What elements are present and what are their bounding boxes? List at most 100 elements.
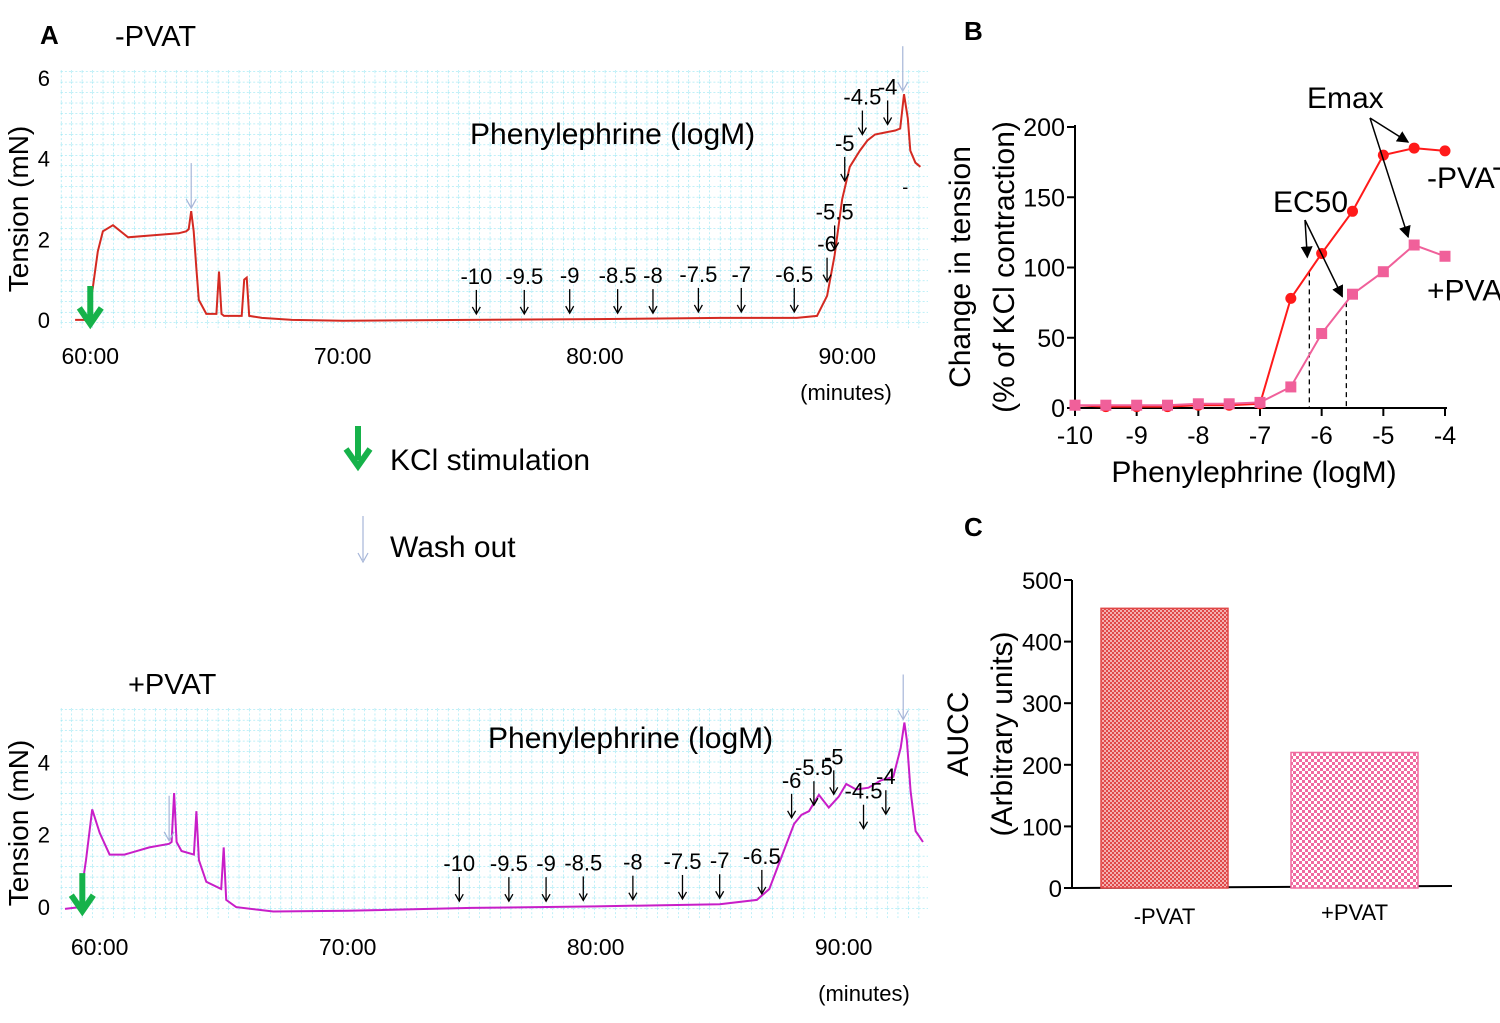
dose-arrow-head <box>565 305 575 315</box>
dose-arrow-head <box>541 893 551 903</box>
y-tick-label: 300 <box>1022 691 1062 718</box>
data-point <box>1100 399 1112 411</box>
y-axis-label: Tension (mN) <box>3 740 34 906</box>
legend: KCl stimulation Wash out <box>343 426 590 564</box>
ec50-label: EC50 <box>1273 186 1348 219</box>
data-point <box>1439 250 1451 262</box>
y-tick-label: 400 <box>1022 630 1062 657</box>
panel-label-a: A <box>40 20 59 50</box>
data-point <box>1316 328 1328 340</box>
dose-arrow-head <box>693 304 703 314</box>
data-point <box>1131 399 1143 411</box>
y-tick-label: 0 <box>1049 876 1062 903</box>
y-tick-label: 50 <box>1037 325 1065 353</box>
x-tick-label: -9 <box>1126 422 1148 450</box>
bar <box>1100 607 1229 889</box>
x-tick-label: 90:00 <box>815 934 873 960</box>
data-point <box>1347 288 1358 300</box>
data-point <box>1285 381 1297 393</box>
dose-arrow-head <box>648 305 658 315</box>
trace-title: +PVAT <box>128 669 217 701</box>
x-tick-label: 80:00 <box>566 343 624 369</box>
dose-arrow-head <box>757 886 767 896</box>
phenylephrine-annotation: Phenylephrine (logM) <box>488 722 773 755</box>
dose-label: -7.5 <box>679 262 717 287</box>
x-tick-label: -10 <box>1057 422 1093 450</box>
y-tick-label: 100 <box>1022 814 1062 841</box>
trace-title: -PVAT <box>115 21 196 53</box>
dose-label: -4 <box>878 74 898 99</box>
y-axis-label-line2: (Arbitrary units) <box>986 631 1019 836</box>
dose-arrow-head <box>715 890 725 900</box>
dose-arrow-head <box>840 173 850 183</box>
dose-arrow-head <box>578 893 588 902</box>
end-mark: - <box>902 177 908 197</box>
dose-label: -6 <box>782 768 802 793</box>
y-tick-label: 2 <box>38 823 50 848</box>
data-point <box>1285 292 1297 304</box>
dose-label: -4.5 <box>845 779 883 804</box>
x-tick-label: -4 <box>1434 422 1456 450</box>
washout-marker-head <box>185 198 197 210</box>
dose-label: -8.5 <box>564 850 602 875</box>
series-line <box>1075 243 1446 407</box>
dose-arrow-head <box>881 806 891 816</box>
tension-trace <box>64 722 924 913</box>
x-axis-label: (minutes) <box>800 380 892 405</box>
y-tick-label: 200 <box>1023 114 1065 142</box>
dose-label: -9 <box>536 851 556 876</box>
data-point <box>1377 266 1389 278</box>
y-axis-label-line1: Change in tension <box>944 146 977 388</box>
y-axis-label-line1: AUCC <box>942 691 975 776</box>
dose-arrow-head <box>822 274 832 283</box>
emax-label: Emax <box>1307 82 1384 115</box>
dose-arrow-head <box>628 892 638 901</box>
emax-arrow <box>1369 117 1410 143</box>
dose-arrow-head <box>471 306 481 316</box>
legend-kcl-label: KCl stimulation <box>390 444 590 477</box>
kcl-marker-head <box>76 306 104 330</box>
dose-label: -4 <box>876 764 896 789</box>
y-axis-label-line2: (% of KCl contraction) <box>988 121 1021 413</box>
grid <box>60 708 928 918</box>
dose-arrow-head <box>883 117 893 126</box>
series-line <box>1074 147 1446 408</box>
dose-label: -10 <box>443 851 475 876</box>
dose-label: -6 <box>817 232 837 257</box>
ec50-arrow <box>1304 219 1344 298</box>
y-tick-label: 0 <box>1051 395 1065 423</box>
data-point <box>1408 142 1420 154</box>
aucc-bar-chart: 0 100 200 300 400 500 AUCC (Arbitrary units) -PV… <box>942 568 1453 929</box>
phenylephrine-annotation: Phenylephrine (logM) <box>470 118 755 151</box>
washout-arrow-icon <box>357 516 369 564</box>
ec50-arrow <box>1300 219 1313 259</box>
tension-trace <box>75 94 922 322</box>
dose-label: -7 <box>731 262 751 287</box>
dose-arrow-head <box>830 242 840 251</box>
y-tick-label: 6 <box>38 66 50 91</box>
data-point <box>1069 399 1081 411</box>
dose-label: -7.5 <box>664 849 702 874</box>
dose-label: -5.5 <box>816 199 854 224</box>
dose-label: -5.5 <box>795 755 833 780</box>
series-label: +PVAT <box>1427 274 1500 307</box>
legend-washout-label: Wash out <box>390 531 516 564</box>
dose-arrow-head <box>858 821 869 831</box>
y-tick-label: 4 <box>38 147 50 172</box>
y-tick-label: 150 <box>1023 184 1065 212</box>
trace-panel-plus-pvat: 0 2 4 60:00 70:00 80:00 90:00 Tension (mN) (minu… <box>3 669 928 1006</box>
x-tick-label: 70:00 <box>314 343 372 369</box>
dose-label: -7 <box>710 848 730 873</box>
dose-label: -10 <box>460 264 492 289</box>
dose-arrow-head <box>504 893 514 903</box>
dose-arrow-head <box>787 810 797 820</box>
trace-panel-minus-pvat: 0 2 4 6 60:00 70:00 80:00 90:00 Tension (mN) (min… <box>3 21 928 405</box>
x-tick-label: 90:00 <box>818 343 876 369</box>
y-tick-label: 500 <box>1022 568 1062 595</box>
y-tick-label: 0 <box>38 308 50 333</box>
x-tick-label: 70:00 <box>319 934 377 960</box>
dose-arrow-head <box>454 893 464 903</box>
x-tick-label: 60:00 <box>71 934 129 960</box>
data-point <box>1223 398 1235 410</box>
dose-label: -8 <box>623 850 643 875</box>
